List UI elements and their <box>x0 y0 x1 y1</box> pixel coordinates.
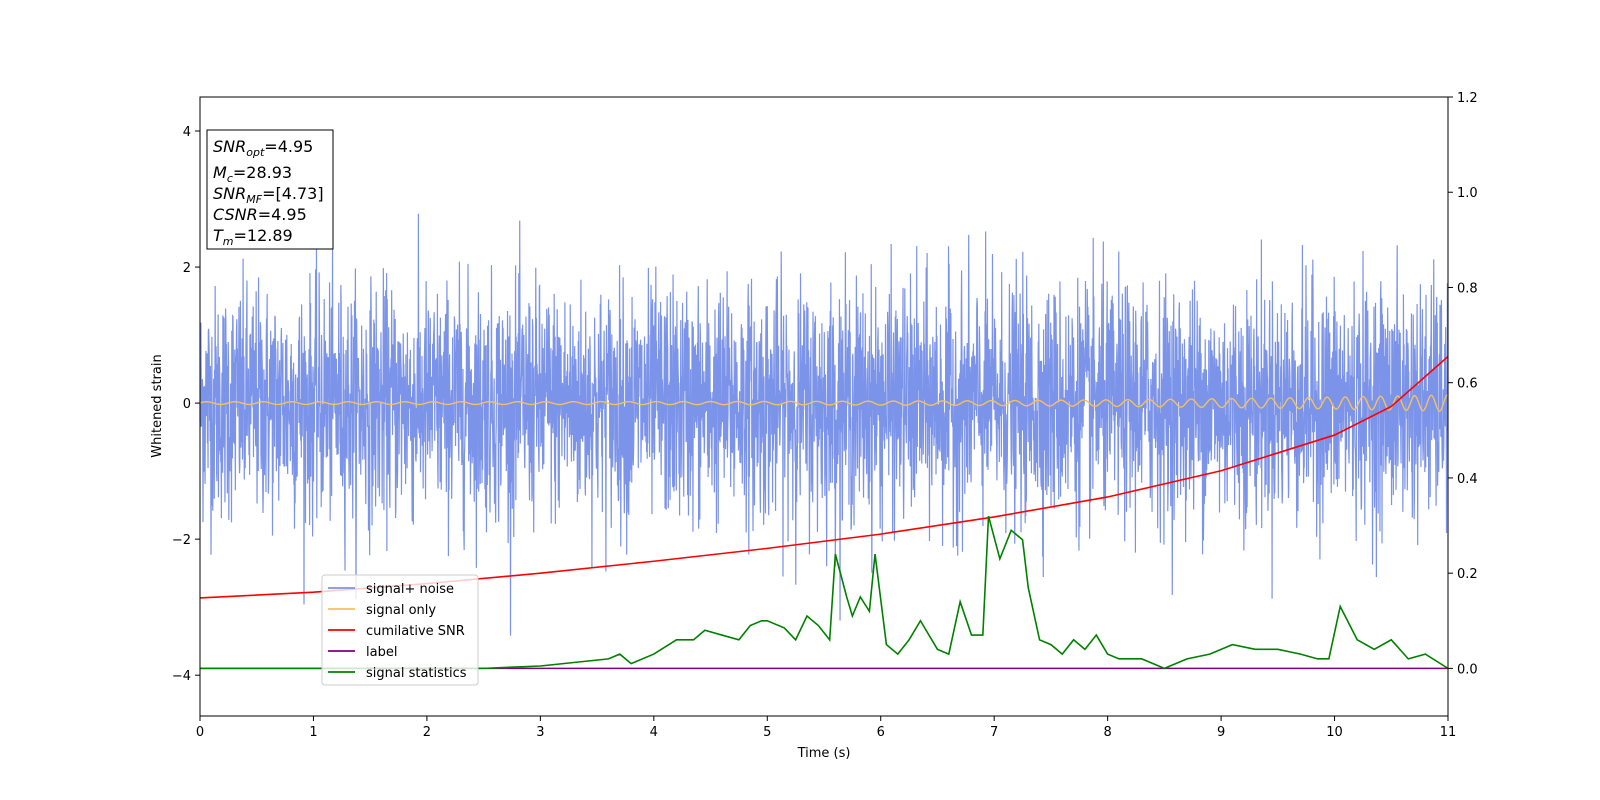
y-right-tick-label: 0.0 <box>1457 662 1478 677</box>
annotation-subscript: MF <box>246 193 262 206</box>
annotation-symbol: SNR <box>213 184 246 203</box>
y-left-tick-label: 0 <box>183 397 191 412</box>
x-tick-label: 0 <box>196 725 204 740</box>
x-tick-label: 1 <box>309 725 317 740</box>
annotation-line: SNRMF=[4.73] <box>213 184 324 206</box>
x-tick-label: 6 <box>877 725 885 740</box>
annotation-symbol: M <box>213 163 227 182</box>
series-signal-only-line <box>199 394 1449 412</box>
x-tick-label: 10 <box>1326 725 1343 740</box>
x-tick-label: 3 <box>536 725 544 740</box>
annotation-value: =4.95 <box>264 137 313 156</box>
legend-frame <box>321 574 479 686</box>
y-right-tick-label: 0.6 <box>1457 377 1478 392</box>
annotation-symbol: CSNR <box>213 205 258 224</box>
y-right-tick-label: 1.2 <box>1457 91 1478 106</box>
y-left-tick-label: 4 <box>183 125 191 140</box>
annotation-line: Mc=28.93 <box>213 163 292 185</box>
annotation-subscript: opt <box>246 146 265 159</box>
annotation-subscript: c <box>227 172 233 185</box>
x-tick-label: 11 <box>1440 725 1457 740</box>
legend-label: signal only <box>366 603 436 618</box>
annotation-value: =4.95 <box>258 205 307 224</box>
annotation-symbol: SNR <box>213 137 246 156</box>
legend-label: label <box>366 645 397 660</box>
x-tick-label: 7 <box>990 725 998 740</box>
annotation-value: =[4.73] <box>262 184 324 203</box>
x-tick-label: 9 <box>1217 725 1225 740</box>
y-left-tick-label: −2 <box>172 533 191 548</box>
annotation-line: Tm=12.89 <box>213 226 293 248</box>
annotation-line: SNRopt=4.95 <box>213 137 313 159</box>
x-tick-label: 4 <box>650 725 658 740</box>
annotation-box: SNRopt=4.95Mc=28.93SNRMF=[4.73]CSNR=4.95… <box>206 129 334 250</box>
axis-ticks: 0 1 2 3 4 5 6 7 8 9 10 11 4 2 0 −2 −4 0.0 0.2 0.4 0.6 0.8 1.0 1… <box>172 91 1478 740</box>
annotation-value: =28.93 <box>233 163 292 182</box>
y-right-tick-label: 1.0 <box>1457 186 1478 201</box>
y-right-tick-label: 0.2 <box>1457 567 1478 582</box>
annotation-box-frame <box>206 129 334 250</box>
legend-label: signal+ noise <box>366 582 454 597</box>
series-signal-statistics-line <box>200 515 1449 670</box>
x-tick-label: 5 <box>763 725 771 740</box>
axes-frame <box>199 96 1449 717</box>
annotation-symbol: T <box>213 226 224 245</box>
annotation-line: CSNR=4.95 <box>213 205 307 224</box>
legend-label: signal statistics <box>366 666 467 681</box>
annotation-subscript: m <box>223 235 234 248</box>
annotation-value: =12.89 <box>234 226 293 245</box>
y-right-tick-label: 0.8 <box>1457 281 1478 296</box>
x-axis-label: Time (s) <box>797 746 851 761</box>
y-right-tick-label: 0.4 <box>1457 472 1478 487</box>
y-left-tick-label: −4 <box>172 669 191 684</box>
series-signal-noise-line <box>199 213 1449 636</box>
y-axis-label-left: Whitened strain <box>150 354 165 457</box>
legend-label: cumilative SNR <box>366 624 465 639</box>
y-left-tick-label: 2 <box>183 261 191 276</box>
x-tick-label: 2 <box>423 725 431 740</box>
x-tick-label: 8 <box>1103 725 1111 740</box>
legend: signal+ noise signal only cumilative SNR la… <box>321 574 479 686</box>
